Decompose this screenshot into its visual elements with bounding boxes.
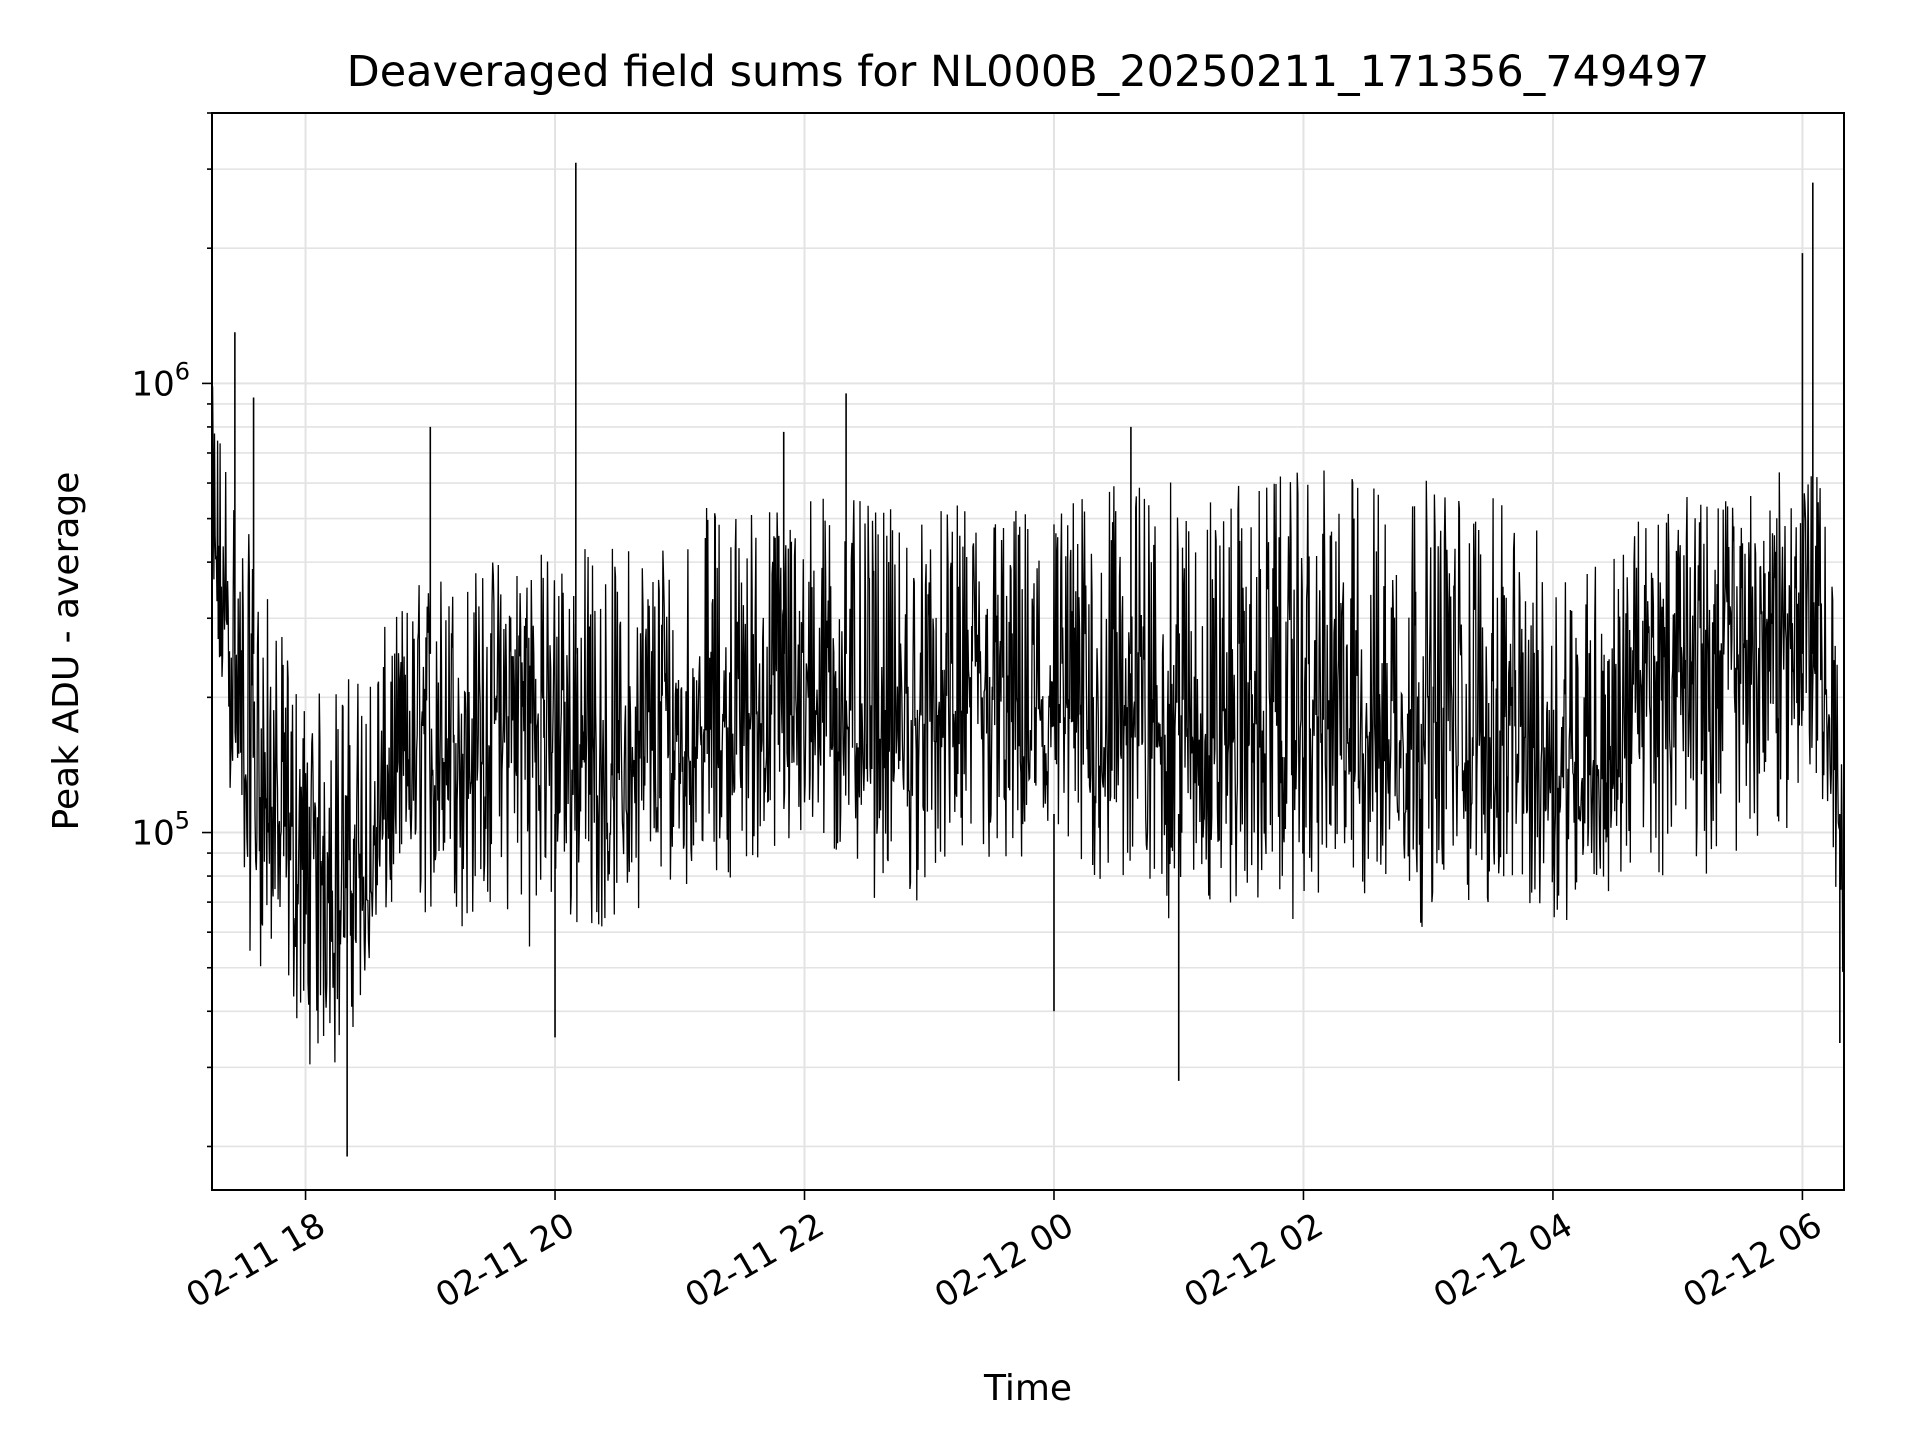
- x-tick-label: 02-11 22: [679, 1205, 831, 1316]
- x-tick-label: 02-12 02: [1178, 1205, 1330, 1316]
- x-tick-label: 02-11 18: [180, 1205, 332, 1316]
- x-tick-label: 02-12 06: [1677, 1205, 1829, 1316]
- data-series: [211, 162, 1845, 1157]
- x-tick-label: 02-11 20: [429, 1205, 581, 1316]
- axis-ticks: 02-11 18 02-11 20 02-11 22 02-12 00 02-12 02…: [131, 112, 1829, 1316]
- x-tick-label: 02-12 00: [928, 1205, 1080, 1316]
- series-line: [211, 386, 1845, 1065]
- y-axis-label: Peak ADU - average: [46, 472, 87, 831]
- x-axis-label: Time: [983, 1368, 1072, 1409]
- y-tick-label: 106: [131, 357, 190, 404]
- y-tick-label: 105: [131, 807, 190, 854]
- chart-title: Deaveraged field sums for NL000B_2025021…: [347, 47, 1710, 97]
- x-tick-label: 02-12 04: [1427, 1205, 1579, 1316]
- plot-frame: [211, 112, 1845, 1191]
